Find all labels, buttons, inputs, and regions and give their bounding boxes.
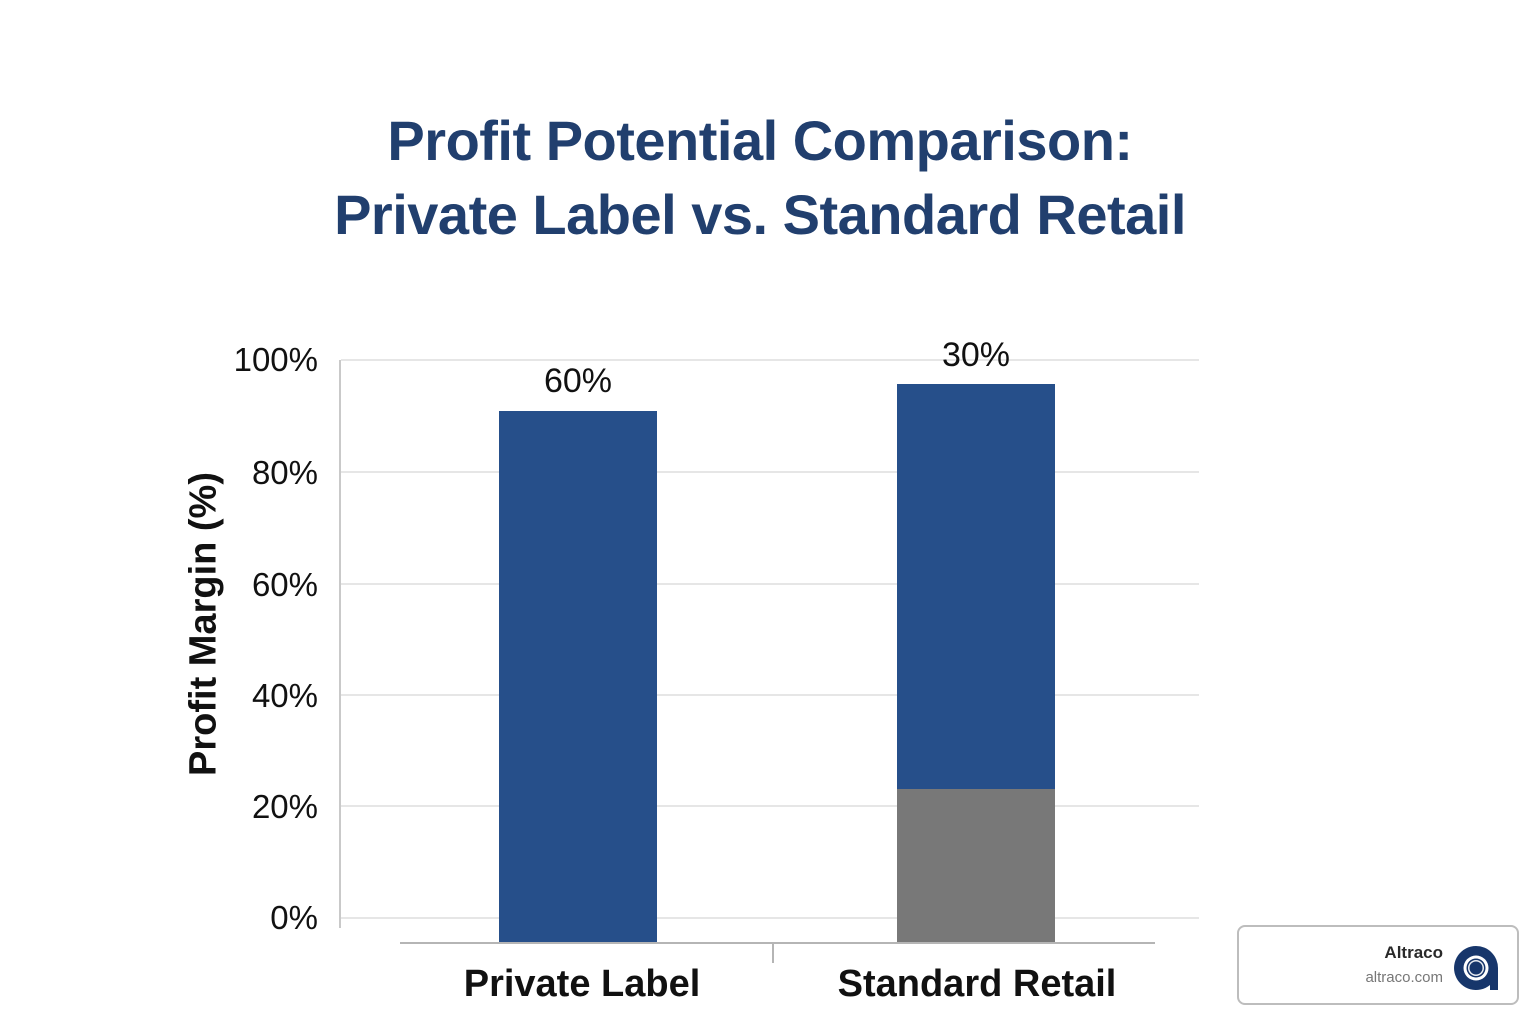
y-axis-line xyxy=(339,360,341,928)
gridline-80 xyxy=(341,471,1199,473)
chart-title-line-2: Private Label vs. Standard Retail xyxy=(334,183,1186,246)
badge-name: Altraco xyxy=(1384,943,1443,962)
badge-url: altraco.com xyxy=(1365,969,1443,986)
y-tick-label: 80% xyxy=(251,454,318,491)
x-axis-tick xyxy=(772,943,774,963)
bar-segment-primary xyxy=(499,411,657,943)
chart-title: Profit Potential Comparison: Private Lab… xyxy=(0,104,1520,252)
gridline-40 xyxy=(341,694,1199,696)
y-tick-label: 0% xyxy=(270,899,318,936)
y-axis-label: Profit Margin (%) xyxy=(182,472,225,776)
bar-private-label xyxy=(499,411,657,943)
gridline-60 xyxy=(341,583,1199,585)
altraco-logo-icon xyxy=(1454,946,1498,990)
y-tick-label: 100% xyxy=(233,341,318,378)
gridline-0 xyxy=(341,917,1199,919)
y-tick-label: 20% xyxy=(251,788,318,825)
gridline-100 xyxy=(341,359,1199,361)
gridline-20 xyxy=(341,805,1199,807)
bar-standard-retail xyxy=(897,384,1055,943)
x-category-label: Private Label xyxy=(463,963,701,1005)
source-badge[interactable]: Altraco altraco.com xyxy=(1237,925,1519,1005)
x-axis-line xyxy=(400,942,1155,944)
x-category-label: Standard Retail xyxy=(837,963,1117,1005)
chart-title-line-1: Profit Potential Comparison: xyxy=(387,109,1133,172)
bar-segment-secondary xyxy=(897,789,1055,943)
y-tick-label: 60% xyxy=(251,566,318,603)
bar-value-label: 30% xyxy=(941,336,1011,374)
bar-segment-primary xyxy=(897,384,1055,789)
bar-value-label: 60% xyxy=(543,362,613,400)
y-tick-label: 40% xyxy=(251,677,318,714)
